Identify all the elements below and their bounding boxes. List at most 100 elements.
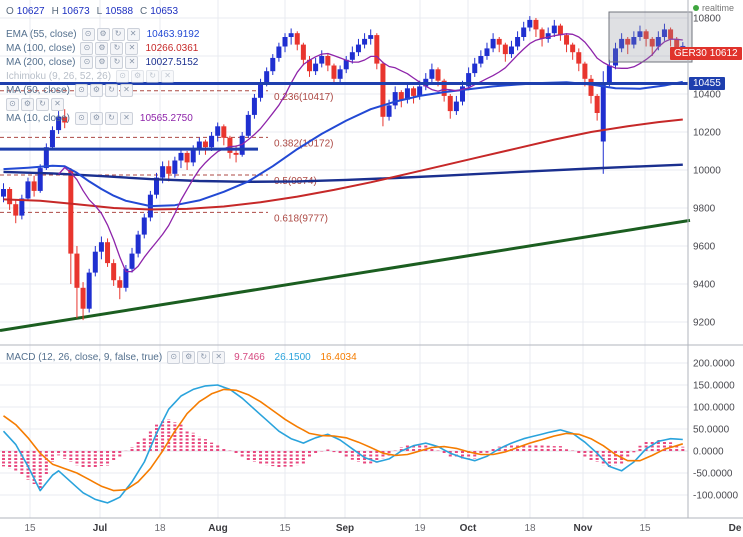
symbol-price-badge: GER30 10612 — [670, 47, 742, 60]
settings-icon[interactable]: ⚙ — [95, 41, 109, 55]
settings-icon[interactable]: ⚙ — [182, 350, 196, 364]
settings-icon[interactable]: ⚙ — [96, 27, 110, 41]
svg-text:0.236(10417): 0.236(10417) — [274, 92, 334, 103]
indicator-row-ema-55: EMA (55, close) ⊙ ⚙ ↻ ✕ 10463.9192 — [6, 27, 199, 41]
indicator-label: MA (50, close) — [6, 84, 70, 96]
svg-text:18: 18 — [524, 523, 536, 534]
svg-text:Jul: Jul — [93, 523, 108, 534]
svg-text:9400: 9400 — [693, 280, 716, 291]
indicator-label: MA (200, close) — [6, 56, 76, 68]
toggle-visibility-icon[interactable]: ⊙ — [6, 97, 19, 111]
close-icon[interactable]: ✕ — [125, 41, 139, 55]
indicator-legend-rows: EMA (55, close) ⊙ ⚙ ↻ ✕ 10463.9192 MA (100, cl… — [6, 27, 199, 125]
realtime-dot-icon — [693, 5, 699, 11]
macd-legend-row: MACD (12, 26, close, 9, false, true) ⊙ ⚙ ↻… — [6, 350, 364, 364]
svg-text:0.382(10172): 0.382(10172) — [274, 138, 334, 149]
indicator-row-ma-100: MA (100, close) ⊙ ⚙ ↻ ✕ 10266.0361 — [6, 41, 199, 55]
macd-signal-value: 16.4034 — [320, 351, 357, 363]
refresh-icon[interactable]: ↻ — [197, 350, 211, 364]
refresh-icon[interactable]: ↻ — [104, 111, 118, 125]
svg-text:-100.0000: -100.0000 — [693, 491, 738, 502]
toggle-visibility-icon[interactable]: ⊙ — [80, 55, 94, 69]
refresh-icon[interactable]: ↻ — [110, 55, 124, 69]
svg-text:15: 15 — [279, 523, 291, 534]
svg-text:10000: 10000 — [693, 166, 721, 177]
symbol-name: GER30 — [674, 48, 707, 59]
ohlc-row: O 10627 H 10673 L 10588 C 10653 — [6, 4, 199, 18]
close-icon[interactable]: ✕ — [119, 83, 133, 97]
indicator-label: MA (100, close) — [6, 42, 76, 54]
realtime-label: realtime — [702, 3, 735, 13]
svg-text:10400: 10400 — [693, 90, 721, 101]
close-icon[interactable]: ✕ — [126, 27, 140, 41]
realtime-indicator: realtime — [693, 3, 734, 13]
ma100-line — [3, 118, 683, 211]
toggle-visibility-icon[interactable]: ⊙ — [81, 27, 95, 41]
indicator-row-ma-200: MA (200, close) ⊙ ⚙ ↻ ✕ 10027.5152 — [6, 55, 199, 69]
svg-text:Aug: Aug — [208, 523, 227, 534]
toggle-visibility-icon[interactable]: ⊙ — [74, 111, 88, 125]
low-label: L — [96, 5, 103, 17]
open-label: O — [6, 5, 14, 17]
indicator-label: EMA (55, close) — [6, 28, 77, 40]
svg-text:10800: 10800 — [693, 14, 721, 25]
toggle-visibility-icon[interactable]: ⊙ — [74, 83, 88, 97]
macd-indicator-label: MACD (12, 26, close, 9, false, true) — [6, 351, 163, 363]
svg-text:0.0000: 0.0000 — [693, 447, 724, 458]
indicator-row-extra: ⊙ ⚙ ↻ ✕ — [6, 97, 199, 111]
indicator-row-ichimoku: Ichimoku (9, 26, 52, 26) ⊙ ⚙ ↻ ✕ — [6, 69, 199, 83]
refresh-icon[interactable]: ↻ — [36, 97, 49, 111]
refresh-icon[interactable]: ↻ — [111, 27, 125, 41]
settings-icon[interactable]: ⚙ — [131, 69, 145, 83]
close-icon[interactable]: ✕ — [119, 111, 133, 125]
hline-price-badge: 10455 — [689, 77, 725, 90]
svg-text:150.0000: 150.0000 — [693, 381, 735, 392]
toggle-visibility-icon[interactable]: ⊙ — [116, 69, 130, 83]
settings-icon[interactable]: ⚙ — [89, 111, 103, 125]
svg-text:Sep: Sep — [336, 523, 354, 534]
svg-text:9800: 9800 — [693, 204, 716, 215]
macd-line-value: 26.1500 — [274, 351, 311, 363]
indicator-value: 10565.2750 — [139, 112, 193, 124]
settings-icon[interactable]: ⚙ — [95, 55, 109, 69]
macd-legend-buttons: ⊙ ⚙ ↻ ✕ — [167, 350, 227, 364]
indicator-label: Ichimoku (9, 26, 52, 26) — [6, 70, 112, 82]
ma200-line — [3, 163, 683, 183]
refresh-icon[interactable]: ↻ — [104, 83, 118, 97]
close-icon[interactable]: ✕ — [161, 69, 175, 83]
svg-text:200.0000: 200.0000 — [693, 359, 735, 370]
high-value: 10673 — [61, 5, 90, 17]
toggle-visibility-icon[interactable]: ⊙ — [167, 350, 181, 364]
svg-text:0.618(9777): 0.618(9777) — [274, 213, 328, 224]
macd-histogram-value: 9.7466 — [234, 351, 265, 363]
svg-text:19: 19 — [414, 523, 426, 534]
close-icon[interactable]: ✕ — [125, 55, 139, 69]
close-icon[interactable]: ✕ — [51, 97, 64, 111]
open-value: 10627 — [16, 5, 45, 17]
refresh-icon[interactable]: ↻ — [146, 69, 160, 83]
macd-values: 9.7466 26.1500 16.4034 — [234, 352, 363, 363]
svg-text:Nov: Nov — [574, 523, 593, 534]
indicator-value: 10463.9192 — [146, 28, 200, 40]
close-icon[interactable]: ✕ — [212, 350, 226, 364]
low-value: 10588 — [105, 5, 134, 17]
gridlines — [0, 0, 688, 518]
toggle-visibility-icon[interactable]: ⊙ — [80, 41, 94, 55]
indicator-row-ma-50: MA (50, close) ⊙ ⚙ ↻ ✕ — [6, 83, 199, 97]
svg-text:Oct: Oct — [460, 523, 477, 534]
macd-histogram — [2, 419, 685, 489]
svg-text:-50.0000: -50.0000 — [693, 469, 733, 480]
indicator-row-ma-10: MA (10, close) ⊙ ⚙ ↻ ✕ 10565.2750 — [6, 111, 199, 125]
refresh-icon[interactable]: ↻ — [110, 41, 124, 55]
symbol-last-price: 10612 — [709, 48, 738, 59]
settings-icon[interactable]: ⚙ — [89, 83, 103, 97]
settings-icon[interactable]: ⚙ — [21, 97, 34, 111]
pane-borders — [0, 0, 743, 519]
svg-text:De: De — [729, 523, 742, 534]
price-pane-legend: O 10627 H 10673 L 10588 C 10653 EMA (55,… — [6, 4, 199, 125]
macd-line — [2, 384, 683, 504]
svg-text:18: 18 — [154, 523, 166, 534]
indicator-label: MA (10, close) — [6, 112, 70, 124]
